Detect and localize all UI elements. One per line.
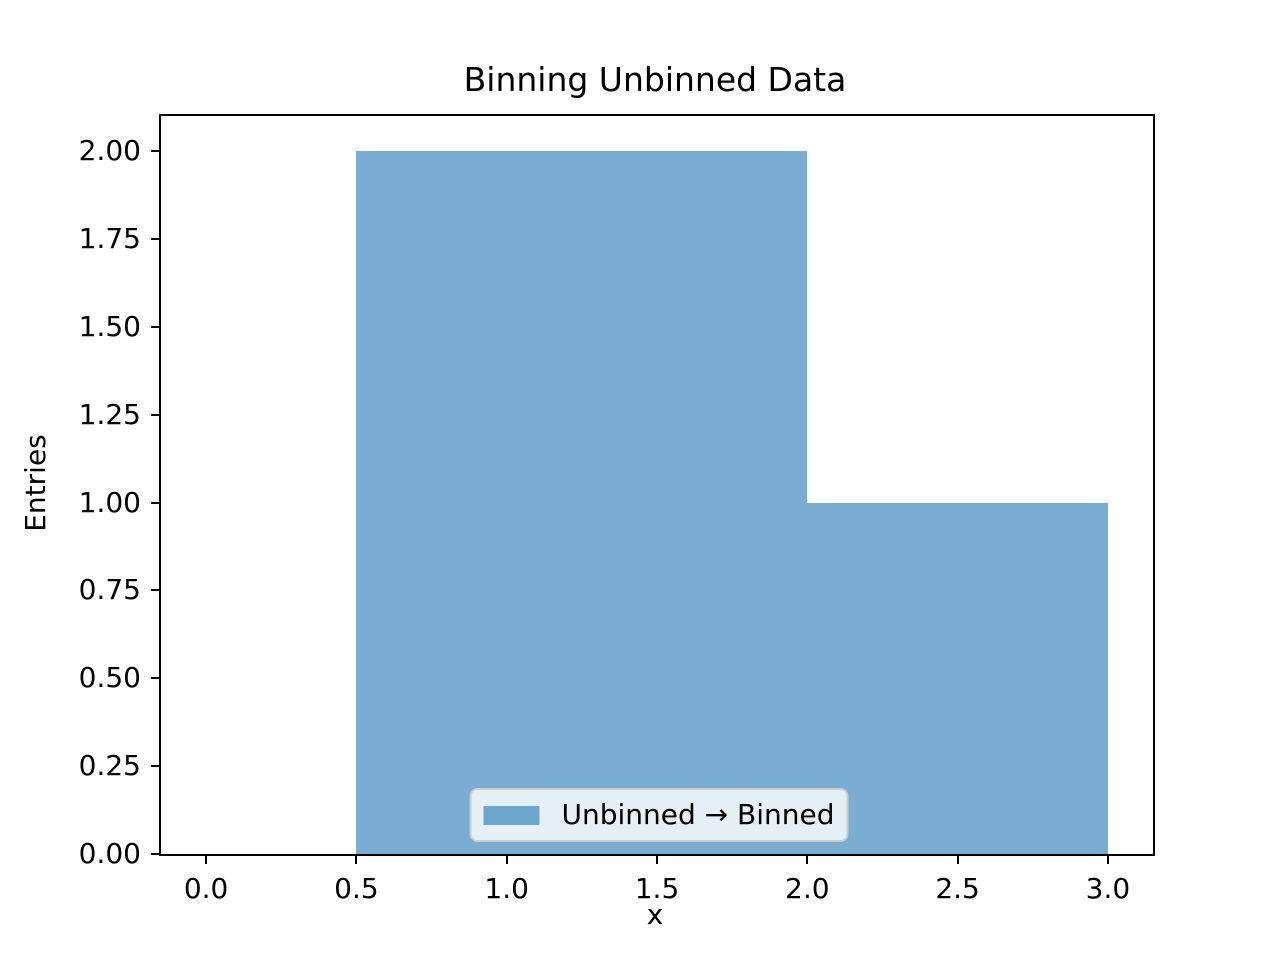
x-tick-label: 3.0 [1085, 872, 1131, 905]
x-tick-label: 2.5 [935, 872, 980, 905]
x-tick [205, 854, 208, 864]
plot-area: 0.0 0.5 1.0 1.5 2.0 2.5 3.0 0.00 0.25 0.50 0.75 1.0… [79, 114, 1155, 905]
histogram-bar [356, 151, 808, 854]
x-tick [1106, 854, 1109, 864]
y-tick [151, 677, 161, 680]
legend-label: Unbinned → Binned [561, 798, 835, 831]
y-tick-label: 2.00 [78, 134, 141, 168]
y-tick-label: 1.25 [78, 397, 141, 431]
legend: Unbinned → Binned [469, 788, 849, 842]
x-tick-label: 0.0 [183, 872, 229, 905]
y-tick-label: 1.00 [78, 485, 141, 519]
y-tick-label: 0.00 [78, 837, 141, 870]
x-tick [505, 854, 508, 864]
y-tick [151, 589, 161, 592]
y-tick-label: 1.75 [78, 222, 141, 255]
x-tick-label: 1.5 [634, 872, 680, 905]
x-tick-label: 0.5 [334, 872, 379, 905]
y-tick [151, 765, 161, 768]
y-tick-label: 0.75 [78, 573, 141, 607]
legend-swatch [483, 805, 540, 825]
y-tick-label: 0.50 [78, 661, 141, 695]
y-tick [151, 238, 161, 240]
y-tick [151, 150, 161, 153]
x-tick [956, 854, 959, 864]
histogram-bar [807, 502, 1108, 854]
x-tick-label: 1.0 [484, 872, 529, 905]
x-tick [806, 854, 809, 864]
y-tick-label: 1.50 [78, 309, 141, 343]
chart-title: Binning Unbinned Data [463, 60, 847, 99]
x-tick [355, 854, 358, 864]
y-tick [151, 325, 161, 328]
y-axis-label: Entries [19, 434, 52, 532]
y-tick [151, 501, 161, 504]
x-tick [656, 854, 658, 864]
y-tick [151, 853, 161, 855]
x-tick-label: 2.0 [785, 872, 830, 905]
y-tick [151, 413, 161, 416]
y-tick-label: 0.25 [78, 749, 141, 783]
x-axis-label: x [646, 898, 664, 931]
